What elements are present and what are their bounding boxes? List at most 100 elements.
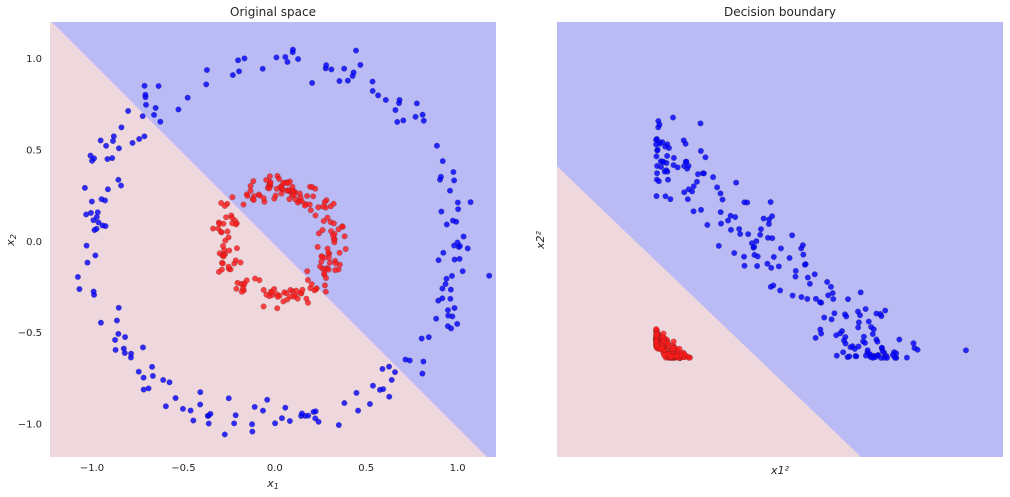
blue-point: [697, 147, 704, 155]
blue-point: [684, 196, 691, 203]
blue-point: [289, 46, 296, 53]
blue-point: [842, 333, 849, 341]
blue-point: [74, 273, 81, 281]
blue-point: [369, 78, 376, 85]
blue-point: [379, 365, 386, 372]
blue-point: [129, 139, 136, 146]
red-point: [322, 274, 330, 282]
blue-point: [341, 400, 348, 407]
red-point: [240, 201, 247, 208]
blue-point: [700, 170, 707, 177]
red-point: [319, 227, 326, 234]
x-tick-label: 0.0: [267, 463, 283, 474]
red-point: [263, 291, 270, 298]
blue-point: [724, 217, 732, 224]
blue-point: [741, 262, 748, 269]
blue-point: [685, 186, 692, 193]
blue-point: [812, 334, 819, 341]
red-point: [320, 217, 327, 225]
red-point: [272, 192, 279, 199]
blue-point: [251, 403, 258, 410]
ticks: −1.0 −0.5 0.0 0.5 1.0 −1.0 −0.5 0.0 0.5 1.0: [18, 54, 466, 474]
blue-point: [142, 101, 150, 108]
blue-point: [84, 259, 91, 266]
blue-point: [846, 353, 853, 360]
red-point: [301, 202, 308, 209]
red-point: [215, 268, 223, 275]
blue-point: [804, 274, 811, 281]
blue-point: [862, 352, 869, 359]
red-point: [299, 286, 306, 293]
blue-point: [117, 182, 125, 189]
blue-point: [732, 214, 739, 221]
blue-point: [660, 158, 667, 166]
red-point: [260, 195, 267, 202]
blue-point: [172, 395, 179, 402]
red-point: [332, 267, 339, 274]
blue-point: [821, 314, 828, 321]
blue-point: [419, 111, 426, 118]
blue-point: [697, 120, 704, 127]
red-point: [285, 187, 292, 194]
red-point: [233, 245, 241, 252]
blue-point: [125, 107, 132, 115]
red-point: [317, 263, 324, 270]
blue-point: [175, 106, 182, 113]
blue-point: [97, 319, 104, 326]
blue-point: [386, 393, 393, 400]
blue-point: [442, 280, 449, 288]
blue-point: [830, 295, 837, 303]
blue-point: [444, 323, 451, 330]
blue-point: [459, 268, 466, 275]
blue-point: [741, 199, 748, 206]
blue-point: [166, 379, 173, 386]
blue-point: [140, 386, 147, 393]
blue-point: [766, 216, 773, 223]
blue-point: [896, 336, 903, 343]
red-point: [318, 253, 325, 260]
red-point: [326, 259, 333, 266]
blue-point: [770, 253, 777, 261]
red-point: [219, 260, 226, 267]
blue-point: [149, 363, 156, 370]
blue-point: [681, 189, 688, 196]
blue-point: [366, 400, 373, 408]
blue-point: [207, 410, 214, 417]
blue-point: [278, 415, 285, 422]
blue-point: [400, 117, 407, 124]
blue-point: [829, 290, 836, 297]
blue-point: [203, 66, 210, 74]
red-point: [238, 288, 245, 295]
blue-point: [448, 272, 456, 279]
blue-point: [454, 199, 461, 206]
blue-point: [109, 155, 116, 162]
blue-point: [450, 168, 457, 176]
blue-point: [241, 55, 248, 62]
blue-point: [445, 312, 452, 319]
blue-point: [777, 245, 784, 252]
red-point: [237, 259, 244, 266]
blue-point: [443, 275, 450, 282]
blue-point: [190, 417, 197, 424]
blue-point: [454, 320, 461, 327]
blue-point: [877, 310, 884, 318]
x-tick-label: 0.5: [358, 463, 374, 474]
blue-point: [179, 405, 186, 412]
blue-point: [690, 208, 697, 215]
red-point: [225, 263, 232, 270]
red-point: [325, 266, 332, 273]
blue-point: [664, 152, 671, 160]
blue-point: [115, 304, 122, 311]
blue-point: [843, 313, 850, 320]
blue-point: [861, 339, 869, 346]
blue-point: [669, 114, 677, 121]
blue-point: [273, 54, 280, 61]
blue-point: [665, 144, 673, 152]
blue-point: [653, 153, 660, 160]
blue-point: [438, 208, 445, 215]
blue-point: [855, 319, 862, 326]
blue-point: [693, 178, 700, 185]
blue-point: [295, 56, 302, 63]
red-point: [250, 178, 257, 185]
red-point: [322, 288, 329, 295]
